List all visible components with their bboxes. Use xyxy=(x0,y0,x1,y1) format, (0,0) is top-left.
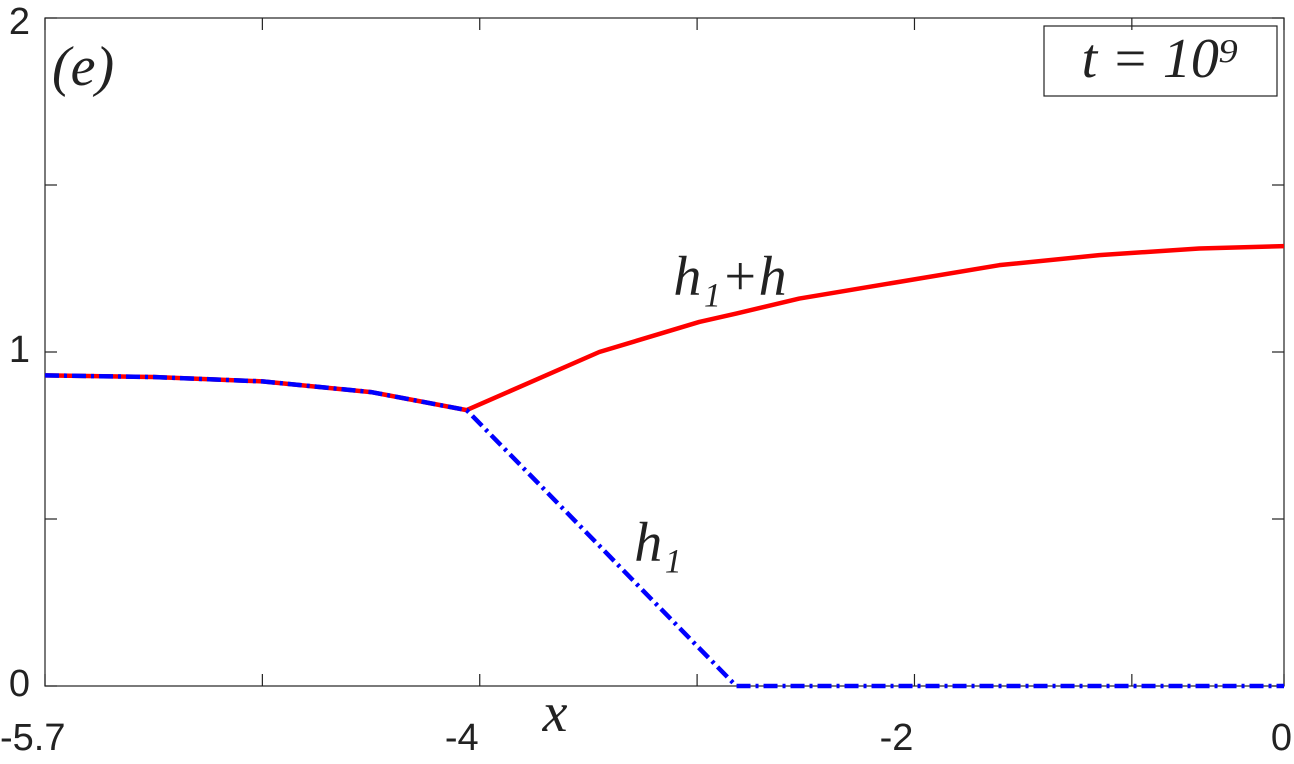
curve-annotation: h₁+h xyxy=(673,246,786,308)
x-tick-label: -5.7 xyxy=(0,717,65,759)
curve-annotation: h₁ xyxy=(634,512,681,574)
plot-frame xyxy=(44,17,1285,687)
series-line xyxy=(44,373,1284,689)
time-label: t = 10⁹ xyxy=(1082,28,1239,90)
series-line xyxy=(44,243,1285,413)
y-tick-label: 1 xyxy=(9,329,30,371)
x-tick-label: 0 xyxy=(1271,717,1292,759)
time-box xyxy=(1043,25,1278,97)
panel-label: (e) xyxy=(52,36,114,98)
x-tick-label: -4 xyxy=(445,717,479,759)
y-tick-label: 0 xyxy=(9,663,30,705)
x-tick-label: -2 xyxy=(880,717,914,759)
y-tick-label: 2 xyxy=(9,1,30,43)
x-axis-label: x xyxy=(542,682,568,744)
